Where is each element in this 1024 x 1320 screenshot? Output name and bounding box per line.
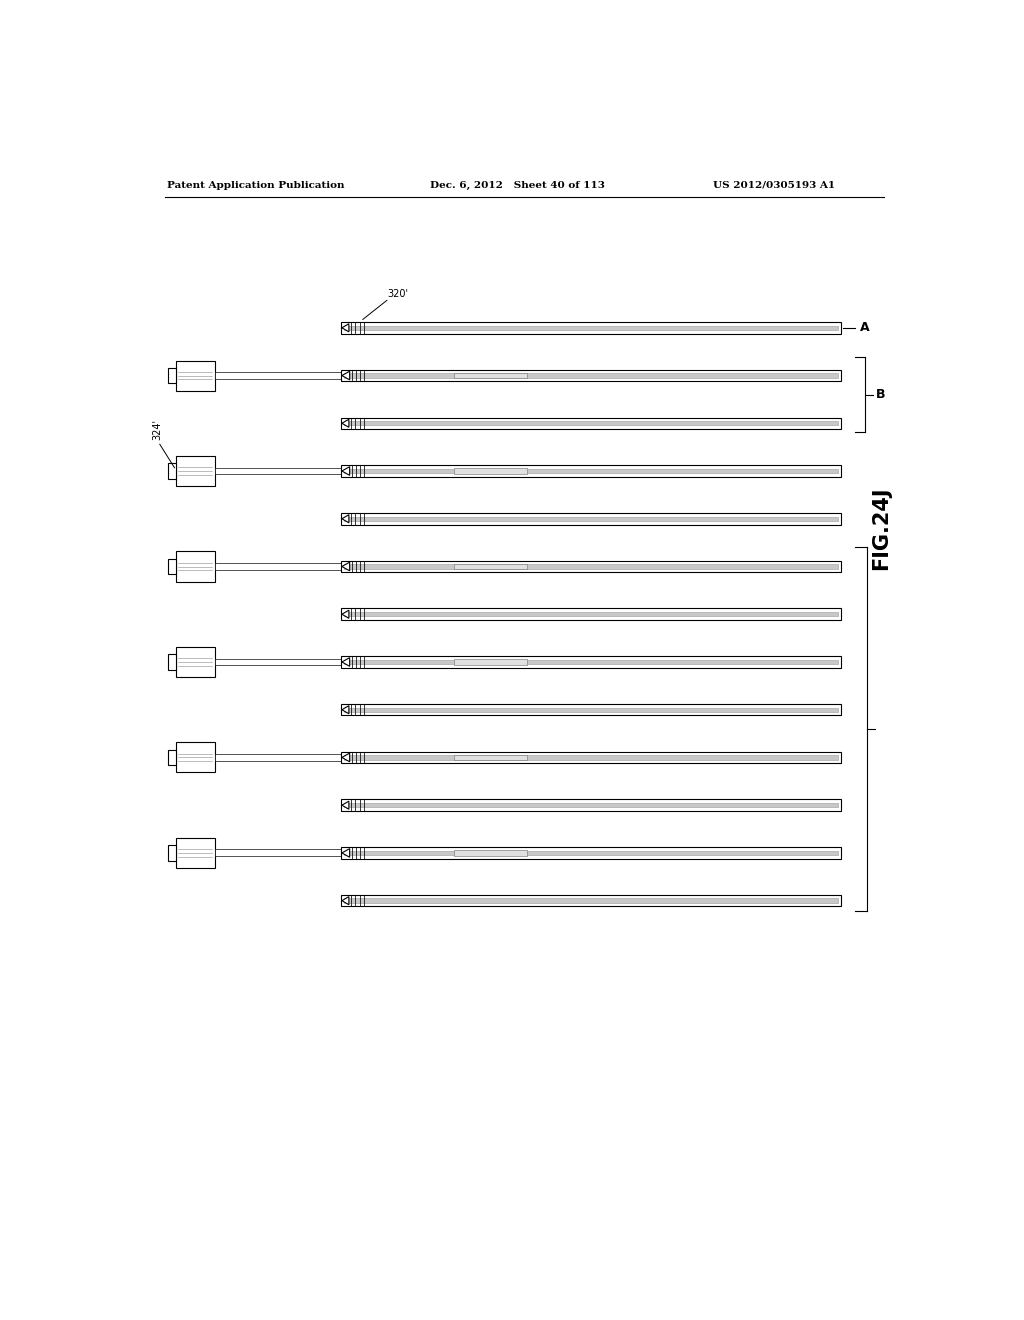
- Bar: [215, 754, 341, 760]
- Bar: [454, 755, 527, 760]
- Bar: [341, 513, 841, 524]
- Polygon shape: [342, 371, 349, 380]
- Text: 320': 320': [388, 289, 409, 298]
- Text: Dec. 6, 2012   Sheet 40 of 113: Dec. 6, 2012 Sheet 40 of 113: [430, 181, 605, 190]
- Bar: [344, 612, 838, 616]
- Bar: [215, 850, 341, 857]
- Polygon shape: [342, 754, 349, 762]
- Bar: [344, 516, 838, 521]
- Bar: [341, 704, 841, 715]
- Polygon shape: [342, 849, 349, 857]
- Polygon shape: [342, 657, 349, 667]
- Bar: [341, 895, 841, 907]
- Bar: [176, 360, 215, 391]
- Bar: [454, 372, 527, 379]
- Bar: [168, 463, 176, 479]
- Bar: [344, 803, 838, 808]
- Bar: [344, 374, 838, 378]
- Bar: [454, 850, 527, 855]
- Bar: [215, 372, 341, 379]
- Bar: [215, 659, 341, 665]
- Bar: [454, 564, 527, 569]
- Bar: [341, 370, 841, 381]
- Bar: [341, 847, 841, 859]
- Bar: [454, 659, 527, 665]
- Polygon shape: [342, 801, 349, 809]
- Polygon shape: [342, 323, 349, 331]
- Bar: [344, 421, 838, 425]
- Polygon shape: [342, 420, 349, 428]
- Polygon shape: [342, 896, 349, 904]
- Bar: [344, 851, 838, 855]
- Bar: [176, 742, 215, 772]
- Bar: [341, 800, 841, 810]
- Bar: [215, 467, 341, 474]
- Bar: [341, 609, 841, 620]
- Bar: [168, 368, 176, 383]
- Bar: [341, 656, 841, 668]
- Bar: [454, 469, 527, 474]
- Polygon shape: [342, 610, 349, 618]
- Text: B: B: [876, 388, 886, 401]
- Polygon shape: [342, 706, 349, 714]
- Bar: [168, 750, 176, 766]
- Bar: [344, 469, 838, 473]
- Bar: [344, 565, 838, 569]
- Text: US 2012/0305193 A1: US 2012/0305193 A1: [713, 181, 836, 190]
- Bar: [344, 899, 838, 903]
- Bar: [341, 751, 841, 763]
- Text: FIG.24J: FIG.24J: [871, 486, 891, 570]
- Bar: [341, 417, 841, 429]
- Bar: [344, 660, 838, 664]
- Bar: [176, 647, 215, 677]
- Bar: [168, 558, 176, 574]
- Bar: [176, 552, 215, 582]
- Bar: [215, 564, 341, 570]
- Bar: [168, 845, 176, 861]
- Bar: [341, 322, 841, 334]
- Bar: [344, 755, 838, 759]
- Polygon shape: [342, 515, 349, 523]
- Text: Patent Application Publication: Patent Application Publication: [167, 181, 344, 190]
- Bar: [344, 708, 838, 711]
- Bar: [176, 455, 215, 486]
- Bar: [341, 465, 841, 477]
- Text: 324': 324': [153, 420, 163, 441]
- Bar: [344, 326, 838, 330]
- Bar: [341, 561, 841, 573]
- Polygon shape: [342, 562, 349, 570]
- Bar: [168, 655, 176, 669]
- Bar: [176, 838, 215, 869]
- Polygon shape: [342, 467, 349, 475]
- Text: A: A: [860, 321, 870, 334]
